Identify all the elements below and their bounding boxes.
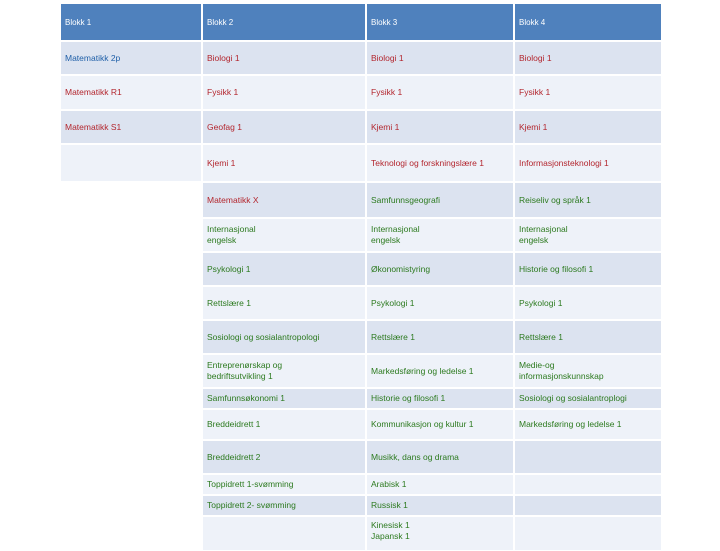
table-cell: Sosiologi og sosialantropologi bbox=[202, 320, 366, 354]
table-cell: Sosiologi og sosialantroplogi bbox=[514, 388, 662, 409]
table-cell: Reiseliv og språk 1 bbox=[514, 182, 662, 218]
table-cell bbox=[60, 252, 202, 286]
table-cell bbox=[60, 286, 202, 320]
table-cell: Russisk 1 bbox=[366, 495, 514, 516]
table-cell: Toppidrett 1-svømming bbox=[202, 474, 366, 495]
table-cell bbox=[202, 516, 366, 551]
table-cell bbox=[60, 182, 202, 218]
table-cell bbox=[60, 495, 202, 516]
table-cell: Teknologi og forskningslære 1 bbox=[366, 144, 514, 182]
subject-block-table: Blokk 1 Blokk 2 Blokk 3 Blokk 4 Matemati… bbox=[60, 3, 662, 551]
table-cell bbox=[60, 516, 202, 551]
header-blokk-1: Blokk 1 bbox=[60, 3, 202, 41]
table-cell: Biologi 1 bbox=[366, 41, 514, 75]
table-cell: Breddeidrett 1 bbox=[202, 409, 366, 440]
table-cell bbox=[60, 440, 202, 474]
table-cell: Kjemi 1 bbox=[514, 110, 662, 144]
table-cell bbox=[60, 354, 202, 388]
table-cell: Historie og filosofi 1 bbox=[366, 388, 514, 409]
table-cell: Samfunnsgeografi bbox=[366, 182, 514, 218]
table-cell: Historie og filosofi 1 bbox=[514, 252, 662, 286]
table-cell bbox=[514, 516, 662, 551]
table-cell: Fysikk 1 bbox=[366, 75, 514, 110]
table-cell bbox=[60, 144, 202, 182]
table-cell: Matematikk R1 bbox=[60, 75, 202, 110]
table-cell: Musikk, dans og drama bbox=[366, 440, 514, 474]
table-cell: Internasjonal engelsk bbox=[514, 218, 662, 252]
table-cell: Breddeidrett 2 bbox=[202, 440, 366, 474]
table-cell: Fysikk 1 bbox=[514, 75, 662, 110]
table-cell: Geofag 1 bbox=[202, 110, 366, 144]
table-cell: Matematikk 2p bbox=[60, 41, 202, 75]
table-cell: Arabisk 1 bbox=[366, 474, 514, 495]
table-cell: Toppidrett 2- svømming bbox=[202, 495, 366, 516]
table-cell: Internasjonal engelsk bbox=[366, 218, 514, 252]
table-cell bbox=[60, 320, 202, 354]
table-cell: Fysikk 1 bbox=[202, 75, 366, 110]
table-cell: Biologi 1 bbox=[514, 41, 662, 75]
table-cell: Rettslære 1 bbox=[366, 320, 514, 354]
table-cell: Økonomistyring bbox=[366, 252, 514, 286]
table-cell bbox=[60, 474, 202, 495]
table-cell: Entreprenørskap og bedriftsutvikling 1 bbox=[202, 354, 366, 388]
table-cell: Samfunnsøkonomi 1 bbox=[202, 388, 366, 409]
table-cell: Markedsføring og ledelse 1 bbox=[514, 409, 662, 440]
table-cell bbox=[514, 440, 662, 474]
table-cell: Kjemi 1 bbox=[202, 144, 366, 182]
table-cell: Rettslære 1 bbox=[202, 286, 366, 320]
table-cell: Kommunikasjon og kultur 1 bbox=[366, 409, 514, 440]
table-cell: Kjemi 1 bbox=[366, 110, 514, 144]
table-cell: Kinesisk 1 Japansk 1 bbox=[366, 516, 514, 551]
table-cell: Psykologi 1 bbox=[366, 286, 514, 320]
table-cell: Psykologi 1 bbox=[202, 252, 366, 286]
table-cell bbox=[60, 409, 202, 440]
table-cell: Rettslære 1 bbox=[514, 320, 662, 354]
table-cell: Medie-og informasjonskunnskap bbox=[514, 354, 662, 388]
table-cell: Biologi 1 bbox=[202, 41, 366, 75]
table-cell: Internasjonal engelsk bbox=[202, 218, 366, 252]
header-blokk-4: Blokk 4 bbox=[514, 3, 662, 41]
header-blokk-3: Blokk 3 bbox=[366, 3, 514, 41]
table-cell: Matematikk S1 bbox=[60, 110, 202, 144]
table-cell bbox=[514, 495, 662, 516]
table-cell: Informasjonsteknologi 1 bbox=[514, 144, 662, 182]
table-cell bbox=[514, 474, 662, 495]
table-cell bbox=[60, 388, 202, 409]
header-blokk-2: Blokk 2 bbox=[202, 3, 366, 41]
table-cell: Psykologi 1 bbox=[514, 286, 662, 320]
table-cell bbox=[60, 218, 202, 252]
table-cell: Matematikk X bbox=[202, 182, 366, 218]
table-cell: Markedsføring og ledelse 1 bbox=[366, 354, 514, 388]
